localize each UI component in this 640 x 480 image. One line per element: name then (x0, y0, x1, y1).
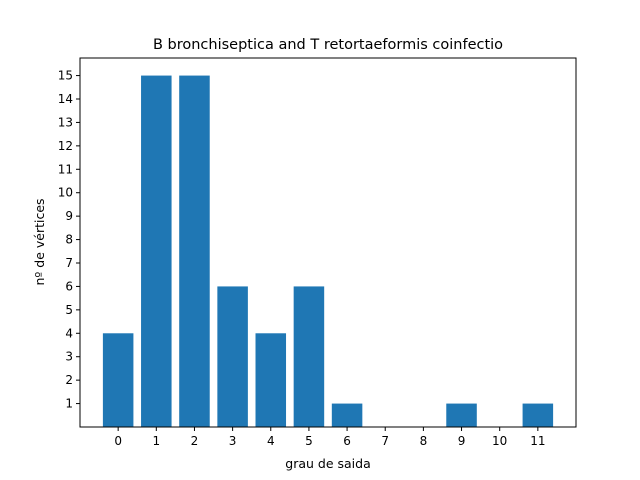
y-tick-label: 14 (58, 92, 73, 106)
y-tick-label: 3 (65, 350, 73, 364)
x-axis-ticks: 0 1 2 3 4 5 6 7 8 9 10 11 (114, 427, 545, 448)
x-tick-label: 6 (343, 434, 351, 448)
y-tick-label: 7 (65, 256, 73, 270)
x-tick-label: 10 (492, 434, 507, 448)
x-tick-label: 9 (458, 434, 466, 448)
x-tick-label: 11 (530, 434, 545, 448)
y-axis-label: nº de vértices (32, 198, 47, 285)
x-tick-label: 2 (191, 434, 199, 448)
y-tick-label: 11 (58, 162, 73, 176)
bar-4 (255, 333, 287, 427)
bar-11 (522, 403, 554, 427)
y-tick-label: 15 (58, 69, 73, 83)
y-tick-label: 1 (65, 397, 73, 411)
y-tick-label: 2 (65, 373, 73, 387)
y-tick-label: 5 (65, 303, 73, 317)
y-tick-label: 13 (58, 115, 73, 129)
bar-5 (293, 286, 325, 427)
x-tick-label: 1 (152, 434, 160, 448)
y-tick-label: 4 (65, 326, 73, 340)
x-tick-label: 0 (114, 434, 122, 448)
y-tick-label: 12 (58, 139, 73, 153)
bar-3 (217, 286, 248, 427)
y-tick-label: 6 (65, 279, 73, 293)
chart-title: B bronchiseptica and T retortaeformis co… (153, 37, 503, 53)
bar-0 (102, 333, 134, 427)
x-tick-label: 3 (229, 434, 237, 448)
x-tick-label: 4 (267, 434, 275, 448)
x-tick-label: 5 (305, 434, 313, 448)
bar-1 (141, 75, 172, 428)
bar-9 (446, 403, 477, 427)
bar-2 (179, 75, 210, 428)
y-tick-label: 8 (65, 233, 73, 247)
bar-6 (331, 403, 363, 427)
bars-group (102, 75, 554, 428)
x-tick-label: 8 (420, 434, 428, 448)
y-tick-label: 10 (58, 186, 73, 200)
x-tick-label: 7 (381, 434, 389, 448)
x-axis-label: grau de saida (285, 456, 370, 471)
y-tick-label: 9 (65, 209, 73, 223)
plot-frame (79, 57, 577, 428)
